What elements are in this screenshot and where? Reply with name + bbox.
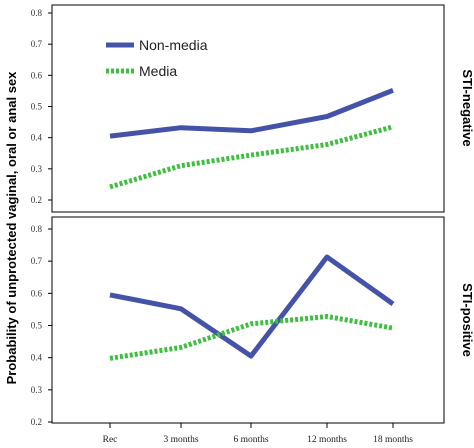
y-tick-label: 0.8 [31,8,43,18]
y-tick-label: 0.6 [31,70,43,80]
y-tick-label: 0.2 [31,195,42,205]
legend: Non-media Media [106,37,208,79]
strip-label: STI-positive [460,283,474,357]
y-tick-label: 0.7 [31,39,43,49]
x-tick-label: 6 months [233,435,268,445]
strip-label: STI-negative [460,69,474,146]
series-line-non-media [109,87,394,139]
y-tick-label: 0.7 [31,256,43,266]
x-axis: Rec 3 months 6 months 12 months 18 months [103,423,413,445]
panel-sti-negative: STI-negative 0.2 0.3 0.4 0.5 0.6 0.7 0.8 Non-m… [31,4,474,213]
y-tick-label: 0.3 [31,164,43,174]
series-line-non-media [109,254,395,359]
y-tick-label: 0.3 [31,385,43,395]
y-tick-label: 0.2 [31,417,42,427]
series-line-media [109,124,394,190]
x-tick-label: 12 months [307,435,347,445]
plot-area-frame [51,216,445,424]
y-ticks: 0.2 0.3 0.4 0.5 0.6 0.7 0.8 [31,8,52,205]
plot-area-frame [51,4,445,213]
y-axis-label: Probability of unprotected vaginal, oral… [4,71,19,385]
x-tick-label: Rec [103,435,118,445]
x-tick-label: 3 months [163,435,198,445]
y-tick-label: 0.5 [31,321,43,331]
y-tick-label: 0.4 [31,133,43,143]
panel-sti-positive: STI-positive 0.2 0.3 0.4 0.5 0.6 0.7 0.8 [31,216,474,427]
x-tick-label: 18 months [373,435,413,445]
y-tick-label: 0.8 [31,224,43,234]
series-lines [109,254,395,361]
y-tick-label: 0.5 [31,102,43,112]
legend-label-non-media: Non-media [139,37,208,53]
legend-label-media: Media [139,63,177,79]
series-line-media [109,314,394,361]
y-ticks: 0.2 0.3 0.4 0.5 0.6 0.7 0.8 [31,224,52,427]
y-tick-label: 0.4 [31,353,43,363]
y-tick-label: 0.6 [31,288,43,298]
series-lines [109,87,394,190]
